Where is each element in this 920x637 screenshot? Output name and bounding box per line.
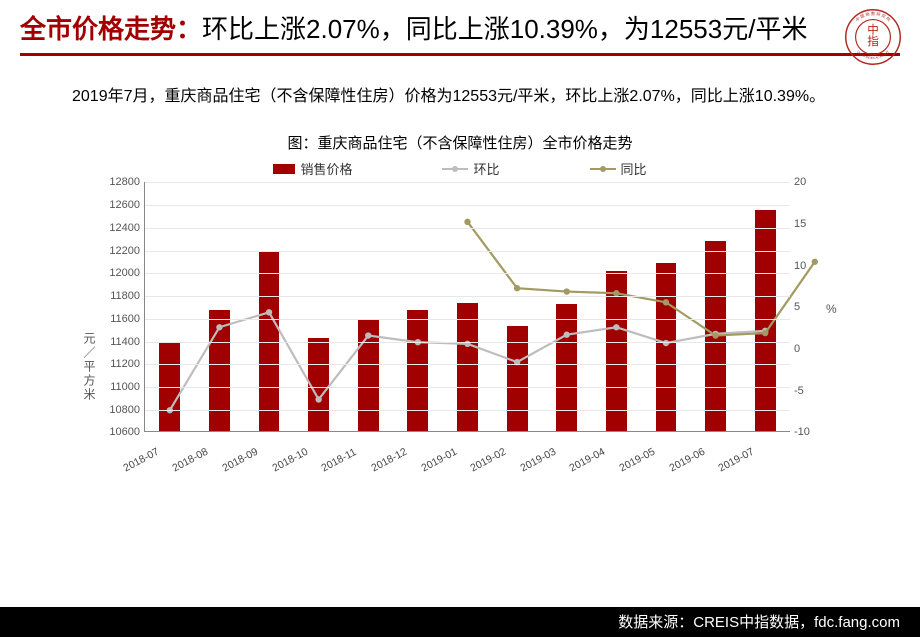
page-title: 全市价格走势：环比上涨2.07%，同比上涨10.39%，为12553元/平米 <box>20 12 900 47</box>
title-rest: 环比上涨2.07%，同比上涨10.39%，为12553元/平米 <box>202 14 807 44</box>
marker <box>216 325 222 331</box>
y-left-tick: 12800 <box>109 176 140 188</box>
legend-bar-label: 销售价格 <box>300 159 352 178</box>
title-divider <box>20 53 900 56</box>
legend-bar-swatch <box>273 164 295 174</box>
x-tick: 2018-09 <box>220 446 260 475</box>
grid-line <box>145 364 790 365</box>
marker <box>712 333 718 339</box>
header: 全市价格走势：环比上涨2.07%，同比上涨10.39%，为12553元/平米 中… <box>0 0 920 64</box>
y-left-axis: 10600 10800 11000 11200 11400 11600 11800 12000… <box>98 182 144 472</box>
marker <box>266 310 272 316</box>
legend-bar: 销售价格 <box>273 159 352 178</box>
grid-line <box>145 342 790 343</box>
x-axis: 2018-072018-082018-092018-102018-112018-… <box>144 434 790 470</box>
y-right-tick: -5 <box>794 385 804 397</box>
y-left-tick: 11200 <box>110 358 140 370</box>
y-right-tick: 15 <box>794 218 806 230</box>
chart-box: 元／平方米 10600 10800 11000 11200 11400 11600 1180… <box>80 182 840 472</box>
y-left-tick: 11400 <box>110 336 140 348</box>
x-tick: 2018-11 <box>320 447 359 475</box>
x-tick: 2019-05 <box>617 446 657 475</box>
y-left-tick: 10800 <box>109 404 140 416</box>
grid-line <box>145 273 790 274</box>
legend-mom-label: 环比 <box>473 159 499 178</box>
y-right-tick: 0 <box>794 343 800 355</box>
y-left-tick: 12000 <box>109 267 140 279</box>
y-left-tick: 11600 <box>110 313 140 325</box>
plot-area <box>144 182 790 432</box>
marker <box>365 333 371 339</box>
y-left-axis-label: 元／平方米 <box>80 182 98 472</box>
marker <box>762 330 768 336</box>
x-tick: 2019-01 <box>419 446 459 475</box>
y-right-tick: 20 <box>794 176 806 188</box>
marker <box>564 289 570 295</box>
y-left-tick: 11000 <box>110 381 140 393</box>
y-right-axis-label: % <box>826 182 840 472</box>
grid-line <box>145 182 790 183</box>
marker <box>464 219 470 225</box>
marker <box>315 397 321 403</box>
y-left-tick: 11800 <box>110 290 140 302</box>
footer: 数据来源：CREIS中指数据，fdc.fang.com <box>0 607 920 637</box>
lines-layer <box>145 182 790 431</box>
marker <box>514 286 520 292</box>
marker <box>663 300 669 306</box>
price-trend-chart: 图：重庆商品住宅（不含保障性住房）全市价格走势 销售价格 环比 同比 元／平方米… <box>80 132 840 472</box>
y-right-tick: 10 <box>794 260 806 272</box>
y-left-tick: 12600 <box>109 199 140 211</box>
legend-yoy-label: 同比 <box>621 159 647 178</box>
chart-legend: 销售价格 环比 同比 <box>80 159 840 178</box>
y-left-tick: 10600 <box>109 426 140 438</box>
marker <box>564 332 570 338</box>
grid-line <box>145 410 790 411</box>
legend-mom: 环比 <box>442 159 499 178</box>
x-tick: 2018-12 <box>369 446 409 475</box>
y-right-tick: 5 <box>794 301 800 313</box>
grid-line <box>145 319 790 320</box>
x-tick: 2018-10 <box>270 446 310 475</box>
x-tick: 2019-04 <box>568 446 608 475</box>
y-left-tick: 12200 <box>109 245 140 257</box>
footer-text: 数据来源：CREIS中指数据，fdc.fang.com <box>618 614 900 631</box>
x-tick: 2019-02 <box>469 446 509 475</box>
y-right-axis: -10-505101520 <box>790 182 826 472</box>
grid-line <box>145 387 790 388</box>
x-tick: 2019-07 <box>717 446 757 475</box>
y-right-tick: -10 <box>794 426 810 438</box>
title-prefix: 全市价格走势： <box>20 14 202 44</box>
grid-line <box>145 205 790 206</box>
x-tick: 2018-08 <box>171 446 211 475</box>
x-tick: 2019-03 <box>518 446 558 475</box>
y-left-tick: 12400 <box>109 222 140 234</box>
grid-line <box>145 228 790 229</box>
x-tick: 2019-06 <box>667 446 707 475</box>
legend-yoy-swatch <box>590 168 616 170</box>
brand-logo: 中 指 中 国 指 数 研 究 院 CHINA INDEX ACADEMY <box>844 8 902 66</box>
marker <box>613 325 619 331</box>
summary-paragraph: 2019年7月，重庆商品住宅（不含保障性住房）价格为12553元/平米，环比上涨… <box>0 64 920 122</box>
chart-title: 图：重庆商品住宅（不含保障性住房）全市价格走势 <box>80 132 840 153</box>
svg-text:中 国 指 数 研 究 院: 中 国 指 数 研 究 院 <box>854 10 892 22</box>
legend-yoy: 同比 <box>590 159 647 178</box>
logo-text-bottom: 指 <box>867 34 879 48</box>
marker <box>415 339 421 345</box>
grid-line <box>145 296 790 297</box>
legend-mom-swatch <box>442 168 468 170</box>
line <box>170 313 765 411</box>
grid-line <box>145 251 790 252</box>
